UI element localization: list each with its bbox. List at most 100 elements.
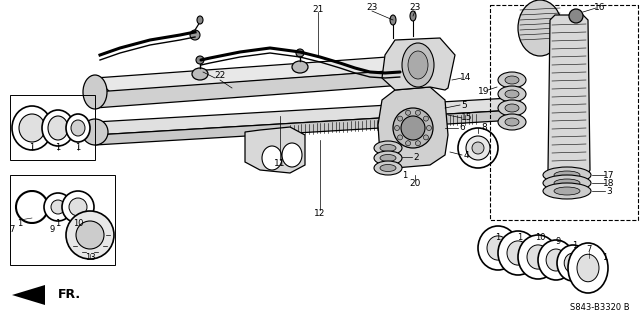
Text: 1: 1 <box>495 233 500 241</box>
Ellipse shape <box>410 11 416 21</box>
Text: 11: 11 <box>275 159 285 167</box>
Ellipse shape <box>51 200 65 214</box>
Ellipse shape <box>71 120 85 136</box>
Text: 1: 1 <box>56 218 61 228</box>
Text: 1: 1 <box>17 218 22 228</box>
Circle shape <box>397 135 403 140</box>
Bar <box>490 5 638 220</box>
Circle shape <box>415 141 420 146</box>
Ellipse shape <box>505 104 519 112</box>
Ellipse shape <box>498 72 526 88</box>
Ellipse shape <box>546 249 566 271</box>
Circle shape <box>424 116 428 121</box>
Ellipse shape <box>554 179 580 187</box>
Text: 12: 12 <box>314 209 326 217</box>
Ellipse shape <box>505 118 519 126</box>
Ellipse shape <box>380 155 396 161</box>
Text: 1: 1 <box>572 241 578 251</box>
Text: 1: 1 <box>76 143 81 153</box>
Bar <box>10 95 95 160</box>
Ellipse shape <box>262 146 282 170</box>
Ellipse shape <box>390 15 396 25</box>
Text: 20: 20 <box>410 179 420 187</box>
Text: 7: 7 <box>10 226 15 234</box>
Ellipse shape <box>196 56 204 64</box>
Text: 1: 1 <box>56 143 61 153</box>
Text: 1: 1 <box>403 171 408 179</box>
Ellipse shape <box>374 141 402 155</box>
Text: S843-B3320 B: S843-B3320 B <box>570 303 630 313</box>
Ellipse shape <box>518 235 558 279</box>
Polygon shape <box>12 285 45 305</box>
Ellipse shape <box>192 68 208 80</box>
Ellipse shape <box>487 236 509 260</box>
Text: 1: 1 <box>29 143 35 153</box>
Ellipse shape <box>82 119 108 145</box>
Ellipse shape <box>478 226 518 270</box>
Text: FR.: FR. <box>58 289 81 301</box>
Ellipse shape <box>458 128 498 168</box>
Ellipse shape <box>498 100 526 116</box>
Ellipse shape <box>19 114 45 142</box>
Circle shape <box>397 116 403 121</box>
Ellipse shape <box>374 151 402 165</box>
Text: 5: 5 <box>461 100 467 110</box>
Ellipse shape <box>466 136 490 160</box>
Polygon shape <box>378 87 448 168</box>
Ellipse shape <box>554 187 580 195</box>
Text: 1: 1 <box>517 233 523 241</box>
Polygon shape <box>95 110 515 145</box>
Ellipse shape <box>564 253 582 273</box>
Ellipse shape <box>296 49 304 57</box>
Polygon shape <box>382 38 455 90</box>
Ellipse shape <box>282 143 302 167</box>
Ellipse shape <box>374 161 402 175</box>
Ellipse shape <box>66 211 114 259</box>
Text: 16: 16 <box>595 3 605 13</box>
Ellipse shape <box>577 254 599 282</box>
Polygon shape <box>245 127 305 173</box>
Text: 3: 3 <box>606 186 612 196</box>
Ellipse shape <box>380 165 396 172</box>
Ellipse shape <box>408 51 428 79</box>
Ellipse shape <box>505 90 519 98</box>
Ellipse shape <box>518 0 562 56</box>
Text: 23: 23 <box>366 3 378 13</box>
Polygon shape <box>95 98 515 135</box>
Ellipse shape <box>42 110 74 146</box>
Ellipse shape <box>66 114 90 142</box>
Circle shape <box>394 125 399 131</box>
Circle shape <box>406 141 410 146</box>
Ellipse shape <box>527 245 549 269</box>
Ellipse shape <box>472 142 484 154</box>
Ellipse shape <box>190 30 200 40</box>
Text: 21: 21 <box>312 5 324 15</box>
Text: 4: 4 <box>463 150 469 160</box>
Ellipse shape <box>543 167 591 183</box>
Ellipse shape <box>498 231 538 275</box>
Ellipse shape <box>557 245 589 281</box>
Ellipse shape <box>83 75 107 109</box>
Ellipse shape <box>44 193 72 221</box>
Text: 9: 9 <box>49 226 54 234</box>
Ellipse shape <box>380 144 396 151</box>
Text: 17: 17 <box>604 171 615 179</box>
Ellipse shape <box>62 191 94 223</box>
Text: 10: 10 <box>73 220 83 228</box>
Ellipse shape <box>498 114 526 130</box>
Text: 9: 9 <box>556 238 561 246</box>
Ellipse shape <box>538 240 574 280</box>
Ellipse shape <box>197 16 203 24</box>
Circle shape <box>415 110 420 115</box>
Ellipse shape <box>69 198 87 216</box>
Text: 18: 18 <box>604 179 615 187</box>
Text: 22: 22 <box>214 71 226 81</box>
Ellipse shape <box>48 116 68 140</box>
Ellipse shape <box>12 106 52 150</box>
Ellipse shape <box>292 61 308 73</box>
Circle shape <box>401 116 425 140</box>
Text: 13: 13 <box>84 252 95 262</box>
Ellipse shape <box>554 171 580 179</box>
Text: 8: 8 <box>481 123 487 131</box>
Text: 14: 14 <box>460 74 472 82</box>
